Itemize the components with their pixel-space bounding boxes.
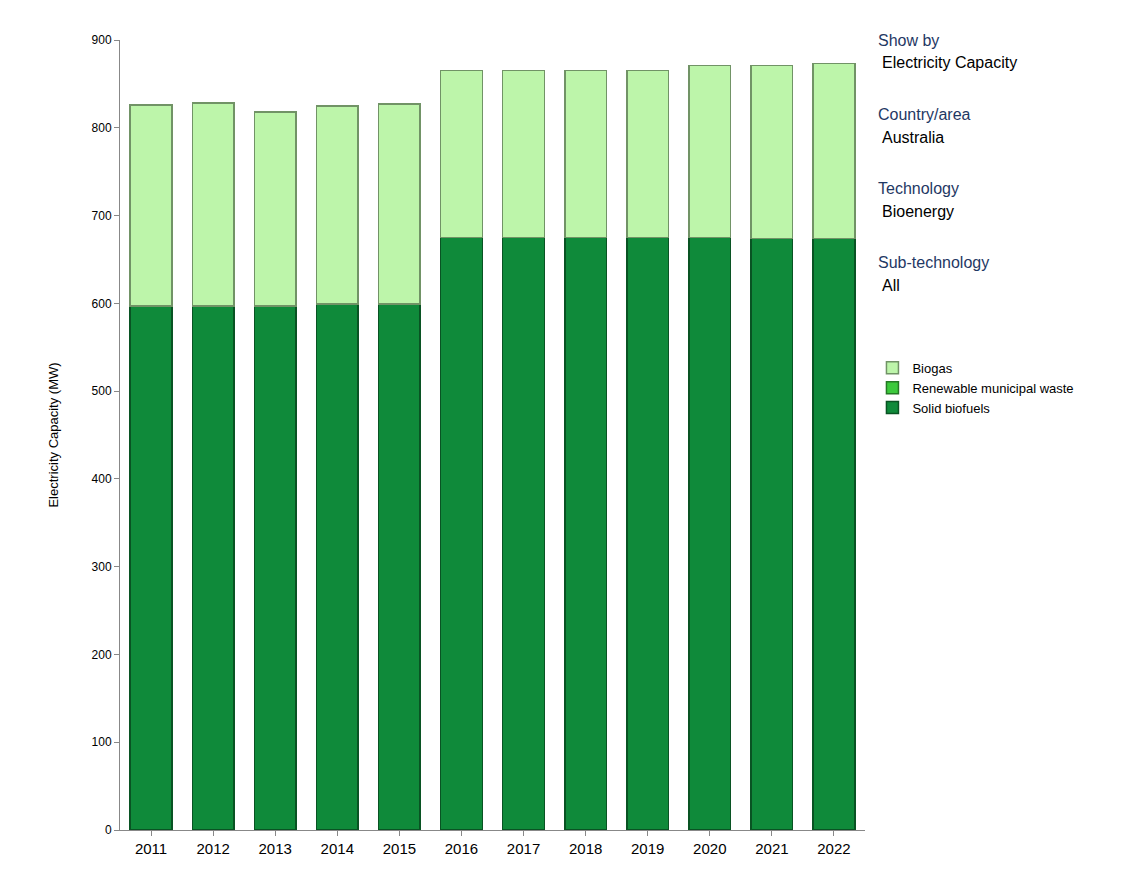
svg-text:2017: 2017 <box>507 840 540 857</box>
svg-text:2015: 2015 <box>383 840 416 857</box>
svg-text:Biogas: Biogas <box>912 361 952 376</box>
svg-text:700: 700 <box>92 209 112 223</box>
svg-text:2019: 2019 <box>631 840 664 857</box>
svg-text:0: 0 <box>105 823 112 837</box>
svg-text:Bioenergy: Bioenergy <box>882 203 954 220</box>
svg-text:2021: 2021 <box>755 840 788 857</box>
svg-text:Australia: Australia <box>882 129 944 146</box>
svg-text:Electricity Capacity: Electricity Capacity <box>882 54 1017 71</box>
svg-text:500: 500 <box>92 384 112 398</box>
svg-text:300: 300 <box>92 560 112 574</box>
svg-text:Sub-technology: Sub-technology <box>878 254 989 271</box>
svg-text:2011: 2011 <box>135 840 167 857</box>
svg-text:Technology: Technology <box>878 180 959 197</box>
svg-text:Solid biofuels: Solid biofuels <box>912 401 990 416</box>
svg-text:100: 100 <box>92 735 112 749</box>
svg-text:Renewable municipal waste: Renewable municipal waste <box>912 381 1073 396</box>
svg-text:2013: 2013 <box>259 840 292 857</box>
svg-text:200: 200 <box>92 648 112 662</box>
svg-text:Country/area: Country/area <box>878 106 971 123</box>
svg-text:Electricity Capacity (MW): Electricity Capacity (MW) <box>46 362 61 507</box>
svg-text:2014: 2014 <box>321 840 354 857</box>
svg-text:2020: 2020 <box>693 840 726 857</box>
svg-text:2016: 2016 <box>445 840 478 857</box>
svg-text:All: All <box>882 277 900 294</box>
svg-text:400: 400 <box>92 472 112 486</box>
svg-text:600: 600 <box>92 297 112 311</box>
svg-text:2012: 2012 <box>196 840 229 857</box>
svg-text:2022: 2022 <box>817 840 850 857</box>
svg-text:800: 800 <box>92 121 112 135</box>
svg-text:Show by: Show by <box>878 32 939 49</box>
svg-text:2018: 2018 <box>569 840 602 857</box>
svg-text:900: 900 <box>92 33 112 47</box>
